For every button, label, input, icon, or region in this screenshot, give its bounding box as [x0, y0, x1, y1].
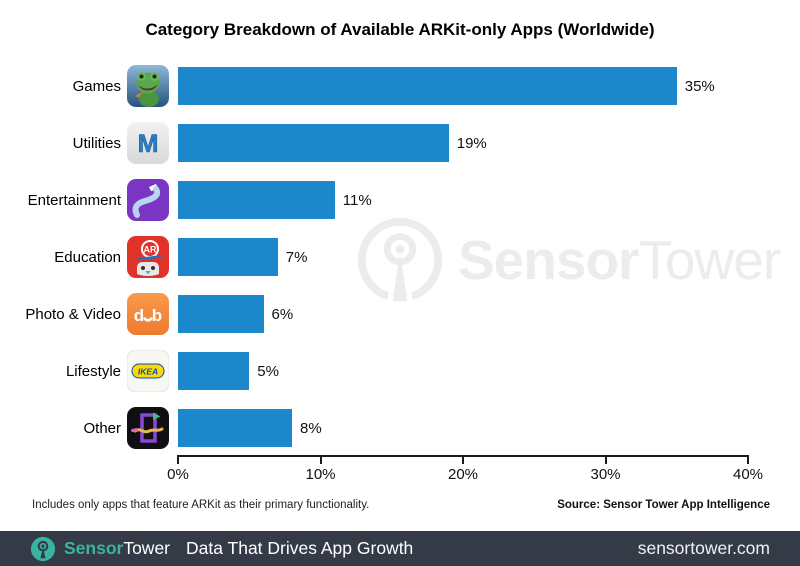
chart-title: Category Breakdown of Available ARKit-on…: [145, 20, 655, 39]
value-label-utilities: 19%: [456, 134, 487, 152]
value-label-lifestyle: 5%: [257, 362, 279, 380]
bar-other: [178, 409, 292, 447]
education-app-icon: AR: [127, 236, 169, 278]
x-axis-tick-10: [319, 455, 322, 464]
x-axis-tick-20: [462, 455, 464, 464]
value-label-education: 7%: [285, 248, 308, 266]
svg-text:d: d: [134, 306, 144, 325]
bar-education: [178, 238, 278, 276]
footnote-text: Includes only apps that feature ARKit as…: [32, 499, 370, 511]
category-label-lifestyle: Lifestyle: [65, 362, 121, 380]
svg-text:b: b: [152, 306, 162, 325]
chart-row-education: Education AR 7%: [0, 236, 800, 278]
source-text: Source: Sensor Tower App Intelligence: [557, 499, 770, 511]
footer-bar: SensorTower Data That Drives App Growth …: [0, 531, 800, 566]
x-axis-tick-label-20: 20%: [447, 466, 479, 483]
category-label-entertainment: Entertainment: [27, 191, 121, 209]
footer-brand-sensor: Sensor: [64, 538, 124, 558]
x-axis-tick-label-0: 0%: [167, 466, 189, 483]
x-axis-tick-label-30: 30%: [590, 466, 621, 483]
bar-photo-video: [178, 295, 264, 333]
value-label-entertainment: 11%: [342, 191, 372, 209]
x-axis-tick-label-40: 40%: [732, 466, 764, 483]
footer-brand-tower: Tower: [123, 538, 171, 558]
chart-row-photo-video: Photo & Video d b 6%: [0, 293, 800, 335]
entertainment-app-icon: [127, 179, 169, 221]
games-app-icon: [127, 65, 169, 107]
bar-lifestyle: [178, 352, 250, 390]
utilities-app-icon: M: [127, 122, 169, 164]
value-label-games: 35%: [684, 77, 715, 95]
category-label-games: Games: [72, 77, 121, 95]
x-axis-tick-40: [747, 455, 749, 464]
category-label-education: Education: [54, 248, 121, 266]
x-axis-tick-0: [177, 455, 179, 464]
x-axis-tick-label-10: 10%: [305, 466, 336, 483]
other-app-icon: [127, 407, 169, 449]
chart-row-lifestyle: Lifestyle IKEA 5%: [0, 350, 800, 392]
footer-tagline: Data That Drives App Growth: [186, 538, 414, 558]
category-label-utilities: Utilities: [72, 134, 121, 152]
bar-entertainment: [178, 181, 335, 219]
svg-text:M: M: [138, 130, 159, 158]
footer-brand: SensorTower: [64, 538, 170, 559]
footer-website-link[interactable]: sensortower.com: [637, 538, 770, 558]
lifestyle-app-icon: IKEA: [127, 350, 169, 392]
chart-row-utilities: Utilities M 19%: [0, 122, 800, 164]
chart-row-entertainment: Entertainment 11%: [0, 179, 800, 221]
sensor-tower-logo-icon: [30, 536, 56, 561]
category-label-other: Other: [83, 419, 121, 437]
svg-text:IKEA: IKEA: [138, 367, 158, 377]
chart-row-other: Other 8%: [0, 407, 800, 449]
photo-video-app-icon: d b: [127, 293, 169, 335]
category-label-photo-video: Photo & Video: [25, 305, 121, 323]
value-label-other: 8%: [300, 419, 322, 437]
x-axis-tick-30: [604, 455, 607, 464]
svg-text:AR: AR: [144, 245, 157, 255]
chart-row-games: Games 35%: [0, 65, 800, 107]
bar-utilities: [178, 124, 449, 162]
bar-games: [178, 67, 677, 105]
value-label-photo-video: 6%: [271, 305, 294, 323]
